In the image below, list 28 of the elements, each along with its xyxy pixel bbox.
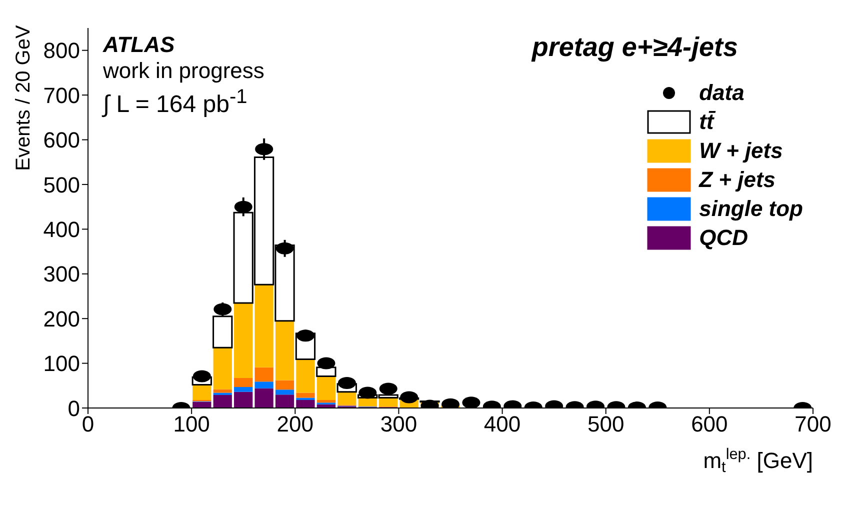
- y-tick-label: 0: [68, 396, 80, 421]
- legend-label: data: [699, 80, 744, 106]
- y-tick-label: 600: [43, 128, 80, 153]
- y-axis-title: Events / 20 GeV: [12, 24, 34, 171]
- legend-label: QCD: [699, 224, 748, 250]
- x-tick-label: 500: [588, 412, 624, 437]
- y-tick-label: 500: [43, 172, 80, 198]
- chart-title: pretag e+≥4-jets: [532, 32, 738, 63]
- legend-label: single top: [699, 196, 803, 222]
- annotation: ATLAS: [103, 32, 176, 58]
- x-tick-label: 400: [484, 412, 521, 437]
- annotation: work in progress: [103, 58, 264, 84]
- x-tick-label: 300: [380, 412, 418, 437]
- y-tick-label: 200: [43, 306, 80, 332]
- x-axis-title: m$_{t}$$^{lep.}$ [GeV]: [703, 446, 813, 476]
- y-tick-label: 100: [43, 351, 80, 376]
- x-tick-label: 700: [794, 412, 832, 437]
- y-tick-label: 700: [43, 82, 80, 108]
- x-tick-label: 600: [691, 412, 728, 437]
- annotation: ∫ L = 164 pb$^{-1}$: [103, 86, 248, 119]
- legend-label: W + jets: [699, 138, 783, 164]
- y-tick-label: 800: [43, 38, 80, 64]
- x-tick-label: 200: [276, 412, 314, 437]
- y-tick-label: 300: [43, 262, 80, 287]
- y-tick-label: 400: [43, 216, 80, 242]
- legend-label: Z + jets: [699, 166, 776, 192]
- legend-label: tt̄: [699, 108, 714, 134]
- x-tick-label: 100: [173, 412, 210, 437]
